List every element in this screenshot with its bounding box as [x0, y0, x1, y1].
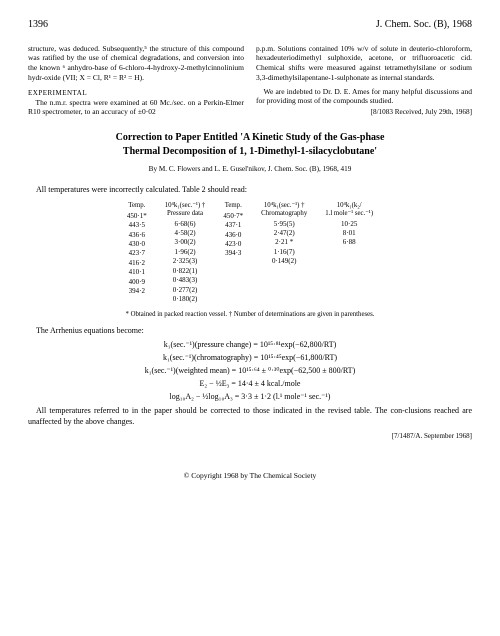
- arrhenius-label: The Arrhenius equations become:: [28, 326, 472, 337]
- page-header: 1396 J. Chem. Soc. (B), 1968: [28, 18, 472, 32]
- col1-val-head: 10⁴k₁(sec.⁻¹) † Pressure data: [165, 202, 206, 218]
- col1-temp: Temp. 450·1* 443·5 436·6 430·0 423·7 416…: [127, 202, 147, 305]
- eq3: k₁(sec.⁻¹)(weighted mean) = 10¹⁵·⁶⁴ ± ⁰·…: [28, 366, 472, 377]
- right-p2: We are indebted to Dr. D. E. Ames for ma…: [256, 87, 472, 107]
- experimental-heading: EXPERIMENTAL: [28, 89, 244, 98]
- left-p1: structure, was deduced. Subsequently,⁵ t…: [28, 44, 244, 83]
- eq4: E₂ − ½E₃ = 14·4 ± 4 kcal./mole: [28, 379, 472, 390]
- col1-val: 10⁴k₁(sec.⁻¹) † Pressure data 6·68(6) 4·…: [165, 202, 206, 305]
- right-column: p.p.m. Solutions contained 10% w/v of so…: [256, 44, 472, 118]
- left-column: structure, was deduced. Subsequently,⁵ t…: [28, 44, 244, 118]
- correction-title: Correction to Paper Entitled 'A Kinetic …: [28, 131, 472, 159]
- title-line-1: Correction to Paper Entitled 'A Kinetic …: [116, 132, 385, 143]
- left-p2: The n.m.r. spectra were examined at 60 M…: [28, 98, 244, 118]
- col2-temp: Temp. 450·7* 437·1 436·0 423·0 394·3: [223, 202, 243, 305]
- eq2: k₁(sec.⁻¹)(chromatography) = 10¹⁵·⁴⁵exp(…: [28, 353, 472, 364]
- received-line: [8/1083 Received, July 29th, 1968]: [256, 108, 472, 117]
- title-line-2: Thermal Decomposition of 1, 1-Dimethyl-1…: [123, 146, 377, 157]
- col3-val: 10⁴k₁(k₂/ 1.l mole⁻¹ sec.⁻¹) 10·25 8·01 …: [325, 202, 373, 305]
- data-table: Temp. 450·1* 443·5 436·6 430·0 423·7 416…: [28, 202, 472, 305]
- journal-name: J. Chem. Soc. (B), 1968: [376, 18, 472, 32]
- col3-val-head: 10⁴k₁(k₂/ 1.l mole⁻¹ sec.⁻¹): [325, 202, 373, 218]
- right-p1: p.p.m. Solutions contained 10% w/v of so…: [256, 44, 472, 83]
- correction-ref: [7/1487/A. September 1968]: [28, 432, 472, 441]
- col2-val: 10⁴k₁(sec.⁻¹) † Chromatography 5·95(5) 2…: [261, 202, 307, 305]
- copyright-line: © Copyright 1968 by The Chemical Society: [28, 471, 472, 481]
- page-number: 1396: [28, 18, 48, 32]
- col2-temp-head: Temp.: [223, 202, 243, 210]
- authors-line: By M. C. Flowers and L. E. Gusel'nikov, …: [28, 165, 472, 175]
- eq5: log₁₀A₂ − ½log₁₀A₃ = 3·3 ± 1·2 (l.¹ mole…: [28, 392, 472, 403]
- intro-text: All temperatures were incorrectly calcul…: [28, 185, 472, 196]
- col2-val-head: 10⁴k₁(sec.⁻¹) † Chromatography: [261, 202, 307, 218]
- eq1: k₁(sec.⁻¹)(pressure change) = 10¹⁵·⁸¹exp…: [28, 340, 472, 351]
- table-note: * Obtained in packed reaction vessel. † …: [28, 310, 472, 319]
- top-columns: structure, was deduced. Subsequently,⁵ t…: [28, 44, 472, 118]
- col1-temp-head: Temp.: [127, 202, 147, 210]
- closing-text: All temperatures referred to in the pape…: [28, 406, 472, 428]
